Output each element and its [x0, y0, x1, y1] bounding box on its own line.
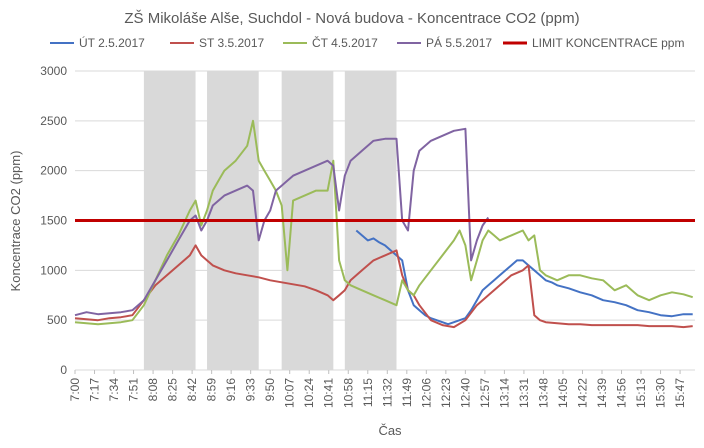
x-tick-label: 11:15: [361, 378, 375, 407]
x-tick-label: 12:57: [478, 378, 492, 408]
x-tick-label: 9:50: [263, 378, 277, 402]
x-tick-label: 11:32: [380, 378, 394, 407]
y-tick-label: 0: [60, 363, 67, 377]
x-tick-label: 13:31: [517, 378, 531, 408]
x-tick-label: 9:33: [244, 378, 258, 402]
x-tick-label: 7:51: [127, 378, 141, 402]
y-axis-label: Koncentrace CO2 (ppm): [8, 151, 23, 292]
x-tick-label: 14:22: [575, 378, 589, 408]
x-tick-label: 7:34: [107, 378, 121, 402]
legend: ÚT 2.5.2017 ST 3.5.2017 ČT 4.5.2017 PÁ 5.5.…: [50, 35, 684, 50]
x-axis-label: Čas: [378, 423, 402, 438]
x-tick-label: 8:25: [166, 378, 180, 402]
x-tick-label: 14:39: [595, 378, 609, 408]
legend-label-2: ST 3.5.2017: [199, 36, 264, 50]
y-tick-label: 3000: [40, 64, 67, 78]
x-tick-label: 10:41: [322, 378, 336, 408]
x-tick-label: 14:56: [615, 378, 629, 408]
x-tick-label: 13:14: [497, 378, 511, 408]
x-tick-label: 8:42: [185, 378, 199, 402]
legend-label-4: PÁ 5.5.2017: [426, 35, 492, 50]
legend-label-3: ČT 4.5.2017: [312, 35, 378, 50]
x-tick-label: 10:58: [341, 378, 355, 408]
legend-label-1: ÚT 2.5.2017: [79, 35, 145, 50]
chart-title: ZŠ Mikoláše Alše, Suchdol - Nová budova …: [124, 10, 579, 27]
x-tick-label: 7:17: [88, 378, 102, 402]
series-line-4: [74, 127, 490, 317]
x-tick-label: 15:30: [654, 378, 668, 408]
x-tick-label: 15:47: [673, 378, 687, 408]
legend-label-5: LIMIT KONCENTRACE ppm: [532, 36, 684, 50]
x-tick-label: 12:23: [439, 378, 453, 408]
series-line-1: [355, 229, 693, 326]
series-layer: [74, 119, 695, 329]
x-tick-label: 9:16: [224, 378, 238, 402]
y-tick-label: 1500: [40, 214, 67, 228]
x-tick-label: 15:13: [634, 378, 648, 408]
x-tick-label: 12:06: [419, 378, 433, 408]
x-tick-label: 8:59: [205, 378, 219, 402]
x-tick-label: 13:48: [536, 378, 550, 408]
y-tick-label: 2000: [40, 164, 67, 178]
series-line-2: [74, 244, 693, 329]
y-tick-label: 500: [47, 313, 67, 327]
y-axis: 0 500 1000 1500 2000 2500 3000: [40, 64, 67, 377]
x-tick-label: 11:49: [400, 378, 414, 407]
y-tick-label: 2500: [40, 114, 67, 128]
x-tick-label: 12:40: [458, 378, 472, 408]
x-tick-label: 10:07: [283, 378, 297, 408]
x-tick-label: 14:05: [556, 378, 570, 408]
x-tick-label: 7:00: [68, 378, 82, 402]
x-tick-label: 10:24: [302, 378, 316, 408]
y-tick-label: 1000: [40, 263, 67, 277]
x-tick-label: 8:08: [146, 378, 160, 402]
x-axis: 7:00 7:17 7:34 7:51 8:08 8:25 8:42 8:59 9:16 9:33…: [68, 370, 687, 408]
